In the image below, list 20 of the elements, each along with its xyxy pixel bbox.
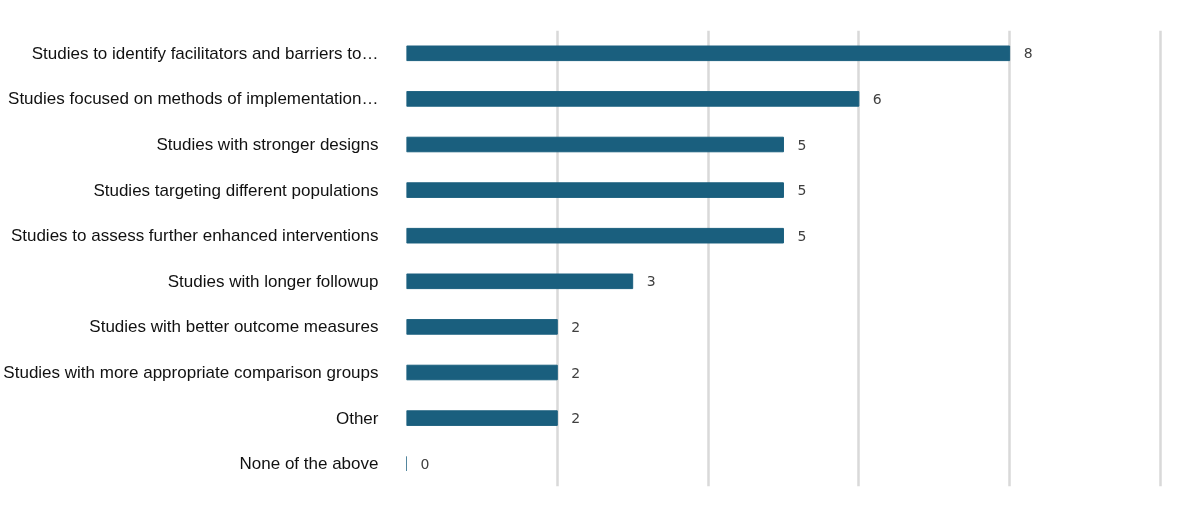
y-tick-label: Studies to assess further enhanced interventions	[10, 226, 379, 246]
data-label: 0	[420, 455, 430, 472]
data-label: 8	[1023, 45, 1033, 62]
y-tick-label: Studies focused on methods of implementation…	[8, 89, 379, 109]
data-label: 3	[646, 273, 656, 290]
y-tick-label: Other	[335, 408, 379, 428]
data-label: 6	[872, 90, 882, 107]
data-label: 2	[571, 318, 581, 335]
y-tick-label: Studies with stronger designs	[156, 135, 379, 154]
data-label: 5	[797, 136, 807, 153]
y-tick-label: Studies targeting different populations	[93, 180, 379, 200]
data-label: 2	[571, 410, 581, 427]
y-tick-label: None of the above	[239, 454, 379, 474]
y-tick-label: Studies with more appropriate comparison groups	[3, 363, 379, 382]
y-tick-label: Studies to identify facilitators and barriers to…	[31, 43, 379, 63]
y-tick-label: Studies with longer followup	[167, 271, 379, 291]
data-label: 5	[797, 227, 807, 244]
data-label: 5	[797, 182, 807, 199]
y-tick-label: Studies with better outcome measures	[89, 317, 379, 337]
data-label: 2	[571, 364, 581, 381]
